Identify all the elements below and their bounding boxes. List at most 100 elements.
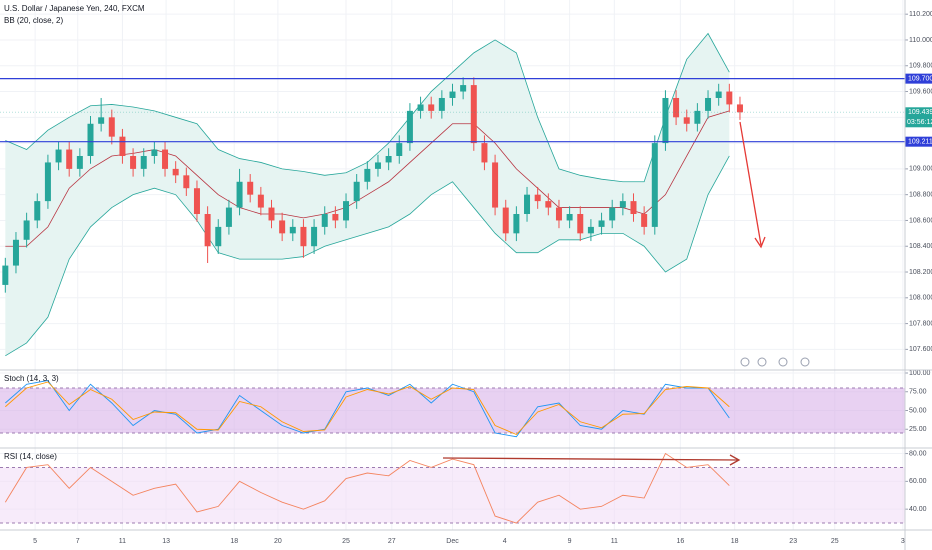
candle-body <box>534 194 541 202</box>
candle-body <box>705 97 712 111</box>
y-tick-label: 109.600 <box>909 88 932 95</box>
candle-body <box>555 207 562 221</box>
last-price-box <box>905 107 932 128</box>
candle-body <box>609 207 616 221</box>
x-tick-label: 25 <box>342 538 350 545</box>
candle-body <box>492 162 499 208</box>
y-tick-label: 40.00 <box>909 506 927 513</box>
candle-body <box>449 91 456 98</box>
candle-body <box>683 117 690 124</box>
y-tick-label: 100.00 <box>909 370 931 377</box>
hline-label-box <box>905 73 932 84</box>
event-badge <box>778 357 788 367</box>
y-tick-label: 110.000 <box>909 37 932 44</box>
x-tick-label: 18 <box>230 538 238 545</box>
x-tick-label: 18 <box>731 538 739 545</box>
candle-body <box>406 110 413 144</box>
candle-body <box>619 201 626 208</box>
bb-basis <box>5 110 730 247</box>
candle-body <box>396 143 403 156</box>
chart-title: U.S. Dollar / Japanese Yen, 240, FXCM <box>4 4 145 13</box>
candle-body <box>332 214 339 221</box>
y-tick-label: 107.800 <box>909 320 932 327</box>
candle-body <box>257 194 264 208</box>
rsi-arrow <box>442 454 741 466</box>
candle-body <box>513 214 520 234</box>
candle-body <box>268 207 275 221</box>
countdown: 03:56:12 <box>907 119 932 126</box>
x-tick-label: 20 <box>274 538 282 545</box>
y-tick-label: 108.200 <box>909 269 932 276</box>
candle-body <box>279 220 286 234</box>
y-tick-label: 80.00 <box>909 450 927 457</box>
candle-body <box>119 136 126 156</box>
candle-body <box>587 226 594 234</box>
candle-body <box>34 201 41 221</box>
candle-body <box>577 214 584 234</box>
candle-body <box>598 220 605 227</box>
y-tick-label: 108.000 <box>909 295 932 302</box>
band-fill <box>0 467 905 524</box>
event-badges <box>740 357 810 367</box>
x-tick-label: 7 <box>76 538 80 545</box>
last-price-label: 109.439 <box>908 109 932 116</box>
candle-body <box>417 104 424 111</box>
candle-body <box>726 91 733 105</box>
candle-body <box>247 181 254 195</box>
y-tick-label: 109.000 <box>909 166 932 173</box>
candle-body <box>2 265 9 285</box>
bb-lower <box>5 155 730 357</box>
candle-body <box>641 214 648 227</box>
candle-body <box>438 97 445 111</box>
candle-body <box>108 117 115 137</box>
x-tick-label: Dec <box>446 538 459 545</box>
candle-body <box>481 143 488 163</box>
candle-body <box>460 85 467 92</box>
arrow-head <box>729 454 741 466</box>
y-tick-label: 107.600 <box>909 346 932 353</box>
x-tick-label: 11 <box>611 538 618 545</box>
candle-body <box>87 123 94 156</box>
candle-body <box>225 207 232 227</box>
candle-body <box>66 149 73 169</box>
candle-body <box>311 226 318 247</box>
forecast-arrow <box>739 121 766 249</box>
candle-body <box>502 207 509 234</box>
candle-body <box>343 201 350 221</box>
x-tick-label: 11 <box>119 538 126 545</box>
candle-body <box>140 155 147 169</box>
candle-body <box>172 168 179 176</box>
x-tick-label: 23 <box>789 538 797 545</box>
hline-label-box <box>905 136 932 147</box>
candle-body <box>23 220 30 240</box>
event-badge <box>757 357 767 367</box>
hline-label: 109.211 <box>908 139 932 146</box>
rsi-title: RSI (14, close) <box>4 452 57 461</box>
candle-body <box>651 143 658 227</box>
x-tick-label: 3 <box>901 538 905 545</box>
candle-body <box>130 155 137 169</box>
x-tick-label: 16 <box>676 538 684 545</box>
candle-body <box>662 97 669 144</box>
candle-body <box>215 226 222 247</box>
y-tick-label: 60.00 <box>909 478 927 485</box>
candle-body <box>162 149 169 169</box>
candle-body <box>545 201 552 208</box>
candle-body <box>364 168 371 182</box>
y-tick-label: 108.800 <box>909 192 932 199</box>
candle-body <box>151 149 158 156</box>
candle-body <box>736 104 743 113</box>
hline-label: 109.700 <box>908 75 932 82</box>
candle-body <box>524 194 531 215</box>
candle-body <box>193 188 200 215</box>
x-tick-label: 25 <box>831 538 839 545</box>
y-tick-label: 50.00 <box>909 407 927 414</box>
x-tick-label: 4 <box>503 538 507 545</box>
x-tick-label: 27 <box>388 538 396 545</box>
arrow-head <box>754 236 766 249</box>
candle-body <box>374 162 381 169</box>
candle-body <box>300 226 307 247</box>
x-tick-label: 9 <box>568 538 572 545</box>
